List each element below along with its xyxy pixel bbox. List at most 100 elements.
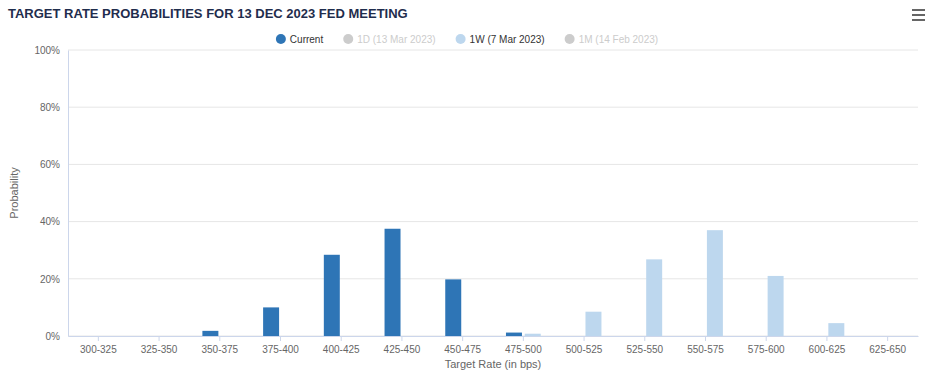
y-tick: 20%: [40, 274, 68, 285]
legend-label[interactable]: 1W (7 Mar 2023): [470, 34, 545, 45]
x-tick-mark: [219, 336, 220, 341]
x-tick: 400-425: [323, 336, 360, 355]
bar[interactable]: [464, 336, 480, 337]
menu-line[interactable]: [912, 9, 925, 11]
grid-line: [68, 107, 918, 108]
x-tick-mark: [401, 336, 402, 341]
bar[interactable]: [343, 336, 359, 337]
x-tick: 300-325: [80, 336, 117, 355]
y-tick: 100%: [34, 45, 68, 56]
bar[interactable]: [81, 336, 97, 337]
bar[interactable]: [707, 230, 723, 336]
x-tick: 350-375: [201, 336, 238, 355]
x-tick-label: 600-625: [809, 344, 846, 355]
x-tick-label: 400-425: [323, 344, 360, 355]
x-tick-label: 425-450: [384, 344, 421, 355]
y-tick: 80%: [40, 102, 68, 113]
bars: [202, 229, 844, 336]
x-tick-mark: [584, 336, 585, 341]
x-tick-label: 450-475: [444, 344, 481, 355]
bar[interactable]: [263, 307, 279, 336]
bar[interactable]: [585, 312, 601, 336]
x-tick-mark: [644, 336, 645, 341]
legend-item[interactable]: 1M (14 Feb 2023): [565, 34, 659, 45]
bar[interactable]: [100, 336, 116, 337]
grid-line: [68, 278, 918, 279]
y-tick: 40%: [40, 216, 68, 227]
bar[interactable]: [403, 336, 419, 337]
y-tick-label: 60%: [40, 159, 60, 170]
bar[interactable]: [889, 336, 905, 337]
bar[interactable]: [525, 334, 541, 336]
bar[interactable]: [385, 229, 401, 336]
y-tick-label: 100%: [34, 45, 60, 56]
bar[interactable]: [142, 336, 158, 337]
bar[interactable]: [810, 336, 826, 337]
x-tick: 625-650: [869, 336, 906, 355]
legend-item[interactable]: 1W (7 Mar 2023): [456, 34, 545, 45]
x-tick-label: 525-550: [626, 344, 663, 355]
x-axis: 300-325 325-350 350-375 375-400 400-425 425-4…: [69, 336, 919, 355]
x-tick: 475-500: [505, 336, 542, 355]
title: TARGET RATE PROBABILITIES FOR 13 DEC 202…: [8, 6, 408, 21]
x-tick: 325-350: [141, 336, 178, 355]
bar[interactable]: [567, 336, 583, 337]
bar[interactable]: [627, 336, 643, 337]
menu-icon[interactable]: [912, 9, 925, 21]
legend-label[interactable]: Current: [290, 34, 324, 45]
grid-line: [68, 336, 918, 337]
bar[interactable]: [688, 336, 704, 337]
x-tick-label: 475-500: [505, 344, 542, 355]
bar[interactable]: [445, 279, 461, 336]
y-tick-label: 80%: [40, 102, 60, 113]
bar[interactable]: [828, 323, 844, 336]
x-tick-label: 550-575: [687, 344, 724, 355]
bar[interactable]: [324, 255, 340, 336]
bar[interactable]: [646, 259, 662, 336]
x-tick-mark: [280, 336, 281, 341]
x-tick-mark: [159, 336, 160, 341]
legend-label[interactable]: 1M (14 Feb 2023): [579, 34, 659, 45]
legend-item[interactable]: 1D (13 Mar 2023): [343, 34, 435, 45]
legend-marker[interactable]: [276, 34, 286, 44]
bar[interactable]: [870, 336, 886, 337]
legend-item[interactable]: Current: [276, 34, 324, 45]
bar[interactable]: [221, 336, 237, 337]
bar[interactable]: [768, 276, 784, 336]
x-tick-mark: [705, 336, 706, 341]
bar[interactable]: [506, 333, 522, 336]
x-tick: 425-450: [384, 336, 421, 355]
x-tick: 500-525: [566, 336, 603, 355]
menu-line[interactable]: [912, 14, 925, 16]
bar[interactable]: [749, 336, 765, 337]
x-tick-label: 375-400: [262, 344, 299, 355]
x-tick: 550-575: [687, 336, 724, 355]
x-tick: 525-550: [626, 336, 663, 355]
x-tick-label: 500-525: [566, 344, 603, 355]
y-axis: 0%20%40%60%80%100%: [34, 45, 68, 342]
menu-line[interactable]: [912, 19, 925, 21]
legend-marker[interactable]: [565, 34, 575, 44]
x-tick-mark: [523, 336, 524, 341]
x-tick: 450-475: [444, 336, 481, 355]
x-tick-label: 325-350: [141, 344, 178, 355]
grid-line: [68, 50, 918, 51]
grid: [68, 50, 918, 336]
x-tick-mark: [826, 336, 827, 341]
y-tick: 60%: [40, 159, 68, 170]
x-tick-mark: [462, 336, 463, 341]
legend-marker[interactable]: [456, 34, 466, 44]
bar[interactable]: [202, 331, 218, 336]
y-axis-line: [68, 51, 69, 337]
legend-label[interactable]: 1D (13 Mar 2023): [357, 34, 435, 45]
x-tick-mark: [766, 336, 767, 341]
legend-marker[interactable]: [343, 34, 353, 44]
x-tick-label: 300-325: [80, 344, 117, 355]
x-tick: 375-400: [262, 336, 299, 355]
bar[interactable]: [160, 336, 176, 337]
x-tick-mark: [341, 336, 342, 341]
bar[interactable]: [282, 336, 298, 337]
x-tick-mark: [887, 336, 888, 341]
x-axis-line: [69, 336, 919, 337]
y-axis-title: Probability: [8, 167, 20, 219]
